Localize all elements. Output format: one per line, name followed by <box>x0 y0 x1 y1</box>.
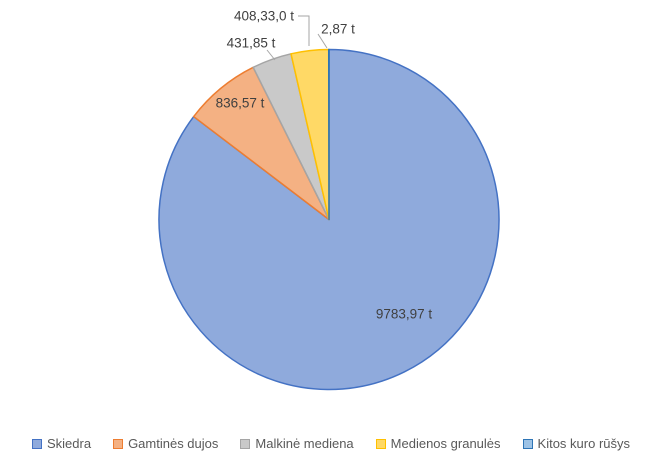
leader-line-medienos-granules <box>298 15 310 46</box>
legend-item-medienos-granules[interactable]: Medienos granulės <box>375 436 501 451</box>
legend-label: Skiedra <box>46 436 92 451</box>
legend-item-gamtines-dujos[interactable]: Gamtinės dujos <box>113 436 218 451</box>
legend-swatch-skiedra <box>31 438 42 449</box>
legend-swatch-malkine-mediena <box>240 438 251 449</box>
legend-swatch-gamtines-dujos <box>113 438 124 449</box>
legend-item-malkine-mediena[interactable]: Malkinė mediena <box>240 436 354 451</box>
legend-swatch-medienos-granules <box>375 438 386 449</box>
legend-item-kitos-kuro-rusys[interactable]: Kitos kuro rūšys <box>522 436 631 451</box>
legend-item-skiedra[interactable]: Skiedra <box>31 436 92 451</box>
leader-line-malkine-mediena <box>266 49 276 61</box>
legend-label: Medienos granulės <box>390 436 501 451</box>
leader-line-kitos-kuro-rusys <box>317 33 328 49</box>
legend-label: Kitos kuro rūšys <box>537 436 631 451</box>
chart-legend: Skiedra Gamtinės dujos Malkinė mediena M… <box>0 436 662 451</box>
legend-label: Malkinė mediena <box>255 436 354 451</box>
legend-label: Gamtinės dujos <box>128 436 219 451</box>
legend-swatch-kitos-kuro-rusys <box>522 438 533 449</box>
